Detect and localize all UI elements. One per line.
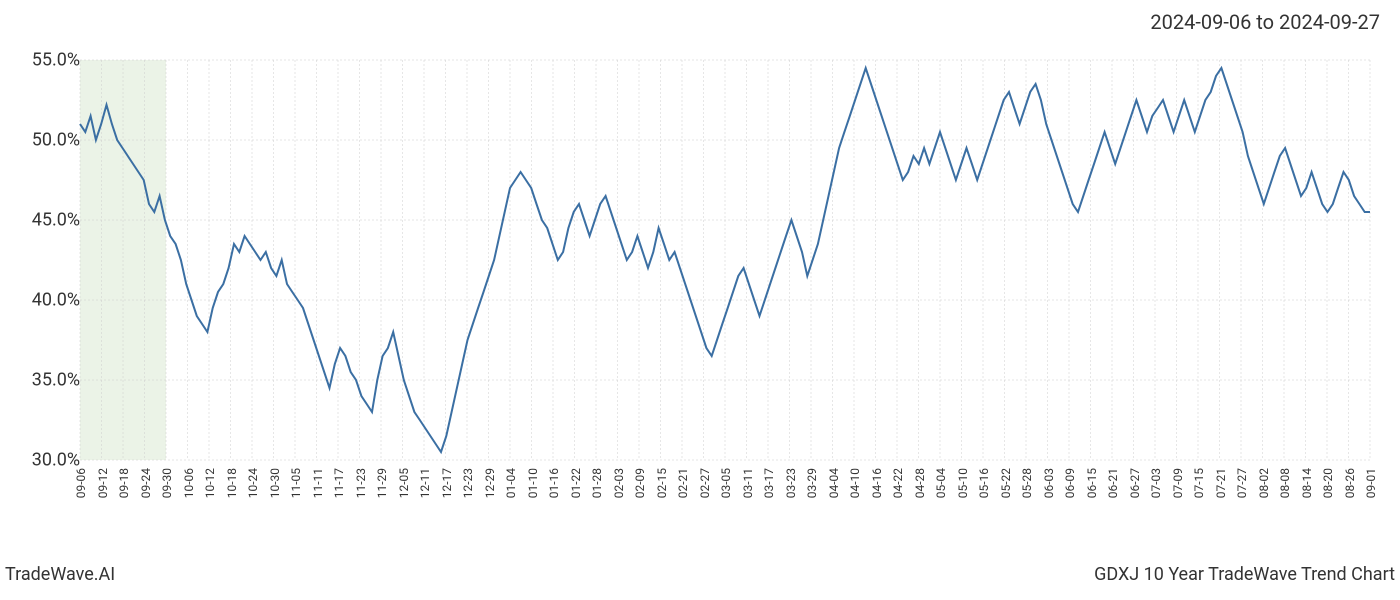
y-axis-label: 50.0%	[32, 130, 80, 151]
x-axis-label: 11-29	[375, 468, 389, 498]
chart-svg	[70, 50, 1380, 470]
x-axis-label: 09-06	[74, 468, 88, 498]
x-axis-label: 09-18	[117, 468, 131, 498]
x-axis-label: 07-27	[1235, 468, 1249, 498]
date-range-label: 2024-09-06 to 2024-09-27	[1150, 10, 1380, 34]
x-axis-label: 02-21	[676, 468, 690, 498]
x-axis-label: 08-02	[1257, 468, 1271, 498]
x-axis-label: 01-28	[590, 468, 604, 498]
x-axis-label: 01-04	[504, 468, 518, 498]
x-axis-label: 11-17	[332, 468, 346, 498]
x-axis-label: 08-08	[1278, 468, 1292, 498]
x-axis-label: 03-29	[805, 468, 819, 498]
x-axis-label: 05-22	[999, 468, 1013, 498]
x-axis-label: 12-05	[397, 468, 411, 498]
x-axis-label: 04-28	[913, 468, 927, 498]
x-axis-label: 01-22	[569, 468, 583, 498]
x-axis-label: 04-04	[827, 468, 841, 498]
x-axis-label: 02-09	[633, 468, 647, 498]
x-axis-label: 12-11	[418, 468, 432, 498]
y-axis-label: 30.0%	[32, 450, 80, 471]
chart-title: GDXJ 10 Year TradeWave Trend Chart	[1094, 564, 1395, 585]
x-axis-label: 05-16	[977, 468, 991, 498]
x-axis-label: 06-15	[1085, 468, 1099, 498]
x-axis-label: 08-14	[1300, 468, 1314, 498]
x-axis-label: 06-27	[1128, 468, 1142, 498]
x-axis-label: 01-16	[547, 468, 561, 498]
x-axis-label: 09-01	[1364, 468, 1378, 498]
x-axis-label: 11-05	[289, 468, 303, 498]
x-axis-label: 03-05	[719, 468, 733, 498]
x-axis-label: 07-15	[1192, 468, 1206, 498]
x-axis-label: 02-27	[698, 468, 712, 498]
x-axis-label: 06-21	[1106, 468, 1120, 498]
x-axis-label: 10-06	[182, 468, 196, 498]
x-axis-label: 08-20	[1321, 468, 1335, 498]
x-axis-label: 09-12	[96, 468, 110, 498]
x-axis-label: 01-10	[526, 468, 540, 498]
x-axis-label: 12-17	[440, 468, 454, 498]
x-axis-label: 10-24	[246, 468, 260, 498]
x-axis-label: 07-03	[1149, 468, 1163, 498]
x-axis-label: 04-10	[848, 468, 862, 498]
x-axis-label: 10-30	[268, 468, 282, 498]
x-axis-label: 03-23	[784, 468, 798, 498]
x-axis-label: 08-26	[1343, 468, 1357, 498]
y-axis-label: 35.0%	[32, 370, 80, 391]
x-axis-label: 04-16	[870, 468, 884, 498]
x-axis-label: 02-15	[655, 468, 669, 498]
chart-area	[70, 50, 1380, 470]
x-axis-label: 03-11	[741, 468, 755, 498]
x-axis-label: 06-09	[1063, 468, 1077, 498]
x-axis-label: 07-09	[1171, 468, 1185, 498]
x-axis-label: 12-23	[461, 468, 475, 498]
x-axis-label: 11-11	[311, 468, 325, 498]
x-axis-label: 05-04	[934, 468, 948, 498]
brand-label: TradeWave.AI	[5, 564, 115, 585]
x-axis-label: 03-17	[762, 468, 776, 498]
x-axis-label: 10-18	[225, 468, 239, 498]
x-axis-label: 05-10	[956, 468, 970, 498]
x-axis-label: 07-21	[1214, 468, 1228, 498]
y-axis-label: 45.0%	[32, 210, 80, 231]
x-axis-label: 09-30	[160, 468, 174, 498]
y-axis-label: 40.0%	[32, 290, 80, 311]
x-axis-label: 10-12	[203, 468, 217, 498]
x-axis-label: 02-03	[612, 468, 626, 498]
x-axis-label: 05-28	[1020, 468, 1034, 498]
x-axis-label: 04-22	[891, 468, 905, 498]
y-axis-label: 55.0%	[32, 50, 80, 71]
x-axis-label: 09-24	[139, 468, 153, 498]
x-axis-label: 06-03	[1042, 468, 1056, 498]
x-axis-label: 11-23	[354, 468, 368, 498]
x-axis-label: 12-29	[483, 468, 497, 498]
